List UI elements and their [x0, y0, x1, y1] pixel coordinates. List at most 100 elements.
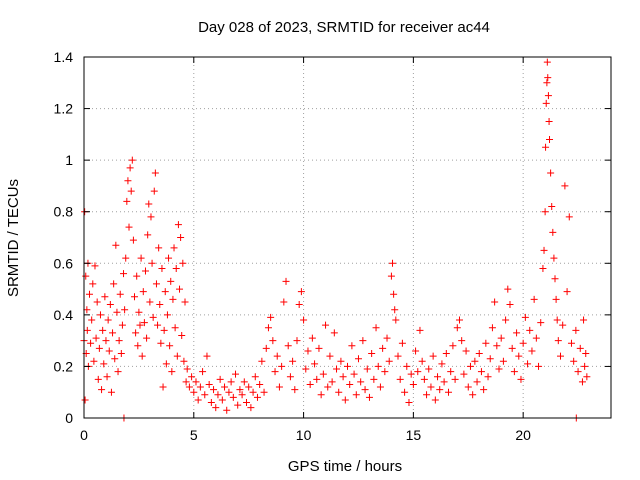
- data-point: [442, 350, 450, 358]
- data-point: [542, 99, 550, 107]
- data-point: [497, 334, 505, 342]
- data-point: [269, 337, 277, 345]
- data-point: [526, 326, 534, 334]
- data-point: [390, 290, 398, 298]
- data-point: [363, 365, 371, 373]
- data-point: [223, 406, 231, 414]
- data-point: [359, 337, 367, 345]
- data-point: [284, 342, 292, 350]
- data-point: [412, 347, 420, 355]
- data-point: [152, 280, 160, 288]
- axis-ticks: [83, 56, 611, 419]
- data-point: [145, 200, 153, 208]
- data-point: [524, 360, 532, 368]
- data-point: [122, 254, 130, 262]
- data-point: [286, 373, 294, 381]
- data-point: [563, 288, 571, 296]
- data-point: [385, 357, 393, 365]
- data-point: [542, 143, 550, 151]
- data-point: [570, 357, 578, 365]
- data-point: [324, 383, 332, 391]
- data-point: [102, 337, 110, 345]
- data-point: [129, 236, 137, 244]
- data-point: [101, 293, 109, 301]
- data-point: [151, 169, 159, 177]
- data-point: [127, 187, 135, 195]
- data-point: [114, 368, 122, 376]
- data-point: [249, 388, 257, 396]
- data-point: [81, 396, 89, 404]
- x-tick-label: 10: [296, 427, 312, 443]
- data-point: [574, 368, 582, 376]
- data-point: [545, 117, 553, 125]
- data-point: [370, 375, 378, 383]
- data-point: [423, 391, 431, 399]
- data-point: [203, 352, 211, 360]
- data-point: [126, 164, 134, 172]
- data-point: [438, 360, 446, 368]
- data-point: [447, 368, 455, 376]
- data-point: [156, 301, 164, 309]
- data-point: [171, 324, 179, 332]
- x-axis-title: GPS time / hours: [288, 458, 402, 475]
- data-point: [436, 386, 444, 394]
- data-point: [502, 316, 510, 324]
- data-point: [227, 378, 235, 386]
- data-point: [94, 375, 102, 383]
- data-point: [214, 391, 222, 399]
- data-point: [427, 383, 435, 391]
- data-point: [170, 244, 178, 252]
- data-point: [420, 375, 428, 383]
- data-point: [506, 301, 514, 309]
- data-point: [581, 362, 589, 370]
- y-tick-label: 0.8: [54, 204, 74, 220]
- data-point: [341, 396, 349, 404]
- data-point: [289, 357, 297, 365]
- data-point: [567, 339, 575, 347]
- x-tick-label: 20: [515, 427, 531, 443]
- data-point: [550, 254, 558, 262]
- data-point: [216, 375, 224, 383]
- data-point: [383, 334, 391, 342]
- data-point: [125, 223, 133, 231]
- data-point: [552, 295, 560, 303]
- data-point: [105, 347, 113, 355]
- data-point: [379, 344, 387, 352]
- data-point: [242, 399, 250, 407]
- data-point: [245, 383, 253, 391]
- data-point: [537, 319, 545, 327]
- data-point: [484, 373, 492, 381]
- data-point: [308, 334, 316, 342]
- data-point: [453, 324, 461, 332]
- data-point: [346, 380, 354, 388]
- data-point: [466, 362, 474, 370]
- data-point: [109, 329, 117, 337]
- data-point: [376, 383, 384, 391]
- data-point: [89, 280, 97, 288]
- data-point: [451, 375, 459, 383]
- data-point: [291, 386, 299, 394]
- y-tick-labels: 0 0.2 0.4 0.6 0.8 1 1.2 1.4: [54, 49, 74, 426]
- y-axis-title: SRMTID / TECUs: [5, 179, 22, 297]
- data-point: [416, 326, 424, 334]
- data-point: [434, 373, 442, 381]
- data-point: [120, 270, 128, 278]
- data-point: [132, 329, 140, 337]
- data-point: [118, 321, 126, 329]
- data-point: [392, 316, 400, 324]
- data-point: [508, 344, 516, 352]
- data-point: [260, 388, 268, 396]
- data-point: [123, 197, 131, 205]
- data-point: [398, 339, 406, 347]
- data-point: [166, 342, 174, 350]
- data-point: [350, 370, 358, 378]
- data-point: [493, 342, 501, 350]
- y-tick-label: 0.2: [54, 358, 74, 374]
- data-point: [535, 362, 543, 370]
- y-tick-label: 0.4: [54, 307, 74, 323]
- data-point: [391, 306, 399, 314]
- data-point: [210, 386, 218, 394]
- data-point: [121, 306, 129, 314]
- data-point: [297, 288, 305, 296]
- data-point: [158, 264, 166, 272]
